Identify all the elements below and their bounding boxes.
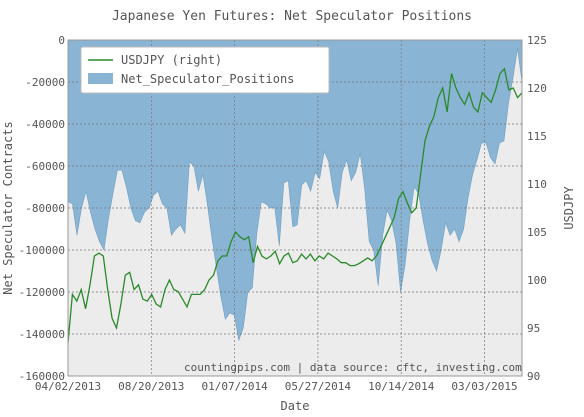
y-right-tick-label: 90 <box>527 370 540 383</box>
x-tick-label: 08/20/2013 <box>118 380 184 393</box>
y-right-tick-label: 125 <box>527 34 547 47</box>
legend-area-swatch <box>88 73 113 84</box>
y-left-tick-label: -100000 <box>19 244 65 257</box>
y-right-label: USDJPY <box>562 186 576 230</box>
chart-title: Japanese Yen Futures: Net Speculator Pos… <box>112 9 472 24</box>
y-left-tick-label: -80000 <box>25 202 65 215</box>
x-tick-label: 04/02/2013 <box>35 380 101 393</box>
y-right-ticks: 125 120 115 110 105 100 95 90 <box>527 34 547 383</box>
x-tick-label: 03/03/2015 <box>451 380 517 393</box>
net-speculator-positions-area <box>67 39 523 342</box>
usdjpy-line <box>67 67 523 343</box>
source-annotation: countingpips.com | data source: cftc, in… <box>184 361 522 374</box>
y-right-tick-label: 100 <box>527 274 547 287</box>
y-left-tick-label: -120000 <box>19 286 65 299</box>
y-left-tick-label: -160000 <box>19 370 65 383</box>
x-label: Date <box>281 399 310 413</box>
x-ticks: 04/02/2013 08/20/2013 01/07/2014 05/27/2014… <box>35 380 518 393</box>
legend-label-usdjpy: USDJPY (right) <box>121 53 222 67</box>
x-tick-label: 01/07/2014 <box>201 380 268 393</box>
y-right-tick-label: 105 <box>527 226 547 239</box>
y-right-tick-label: 110 <box>527 178 547 191</box>
y-left-label: Net Speculator Contracts <box>1 121 15 294</box>
y-left-tick-label: 0 <box>58 34 65 47</box>
y-left-ticks: 0 -20000 -40000 -60000 -80000 -100000 -120000 -… <box>19 34 65 383</box>
y-left-tick-label: -40000 <box>25 118 65 131</box>
plot-frame <box>67 39 523 377</box>
x-tick-label: 05/27/2014 <box>285 380 352 393</box>
legend-label-net-speculator: Net_Speculator_Positions <box>121 72 294 86</box>
legend: USDJPY (right) Net_Speculator_Positions <box>80 46 330 94</box>
line-layer <box>67 67 523 343</box>
y-right-tick-label: 95 <box>527 322 540 335</box>
legend-box <box>80 46 330 94</box>
y-left-tick-label: -140000 <box>19 328 65 341</box>
x-tick-label: 10/14/2014 <box>368 380 435 393</box>
y-left-tick-label: -60000 <box>25 160 65 173</box>
y-left-tick-label: -20000 <box>25 76 65 89</box>
y-right-tick-label: 120 <box>527 82 547 95</box>
y-right-tick-label: 115 <box>527 130 547 143</box>
area-layer <box>67 39 523 342</box>
